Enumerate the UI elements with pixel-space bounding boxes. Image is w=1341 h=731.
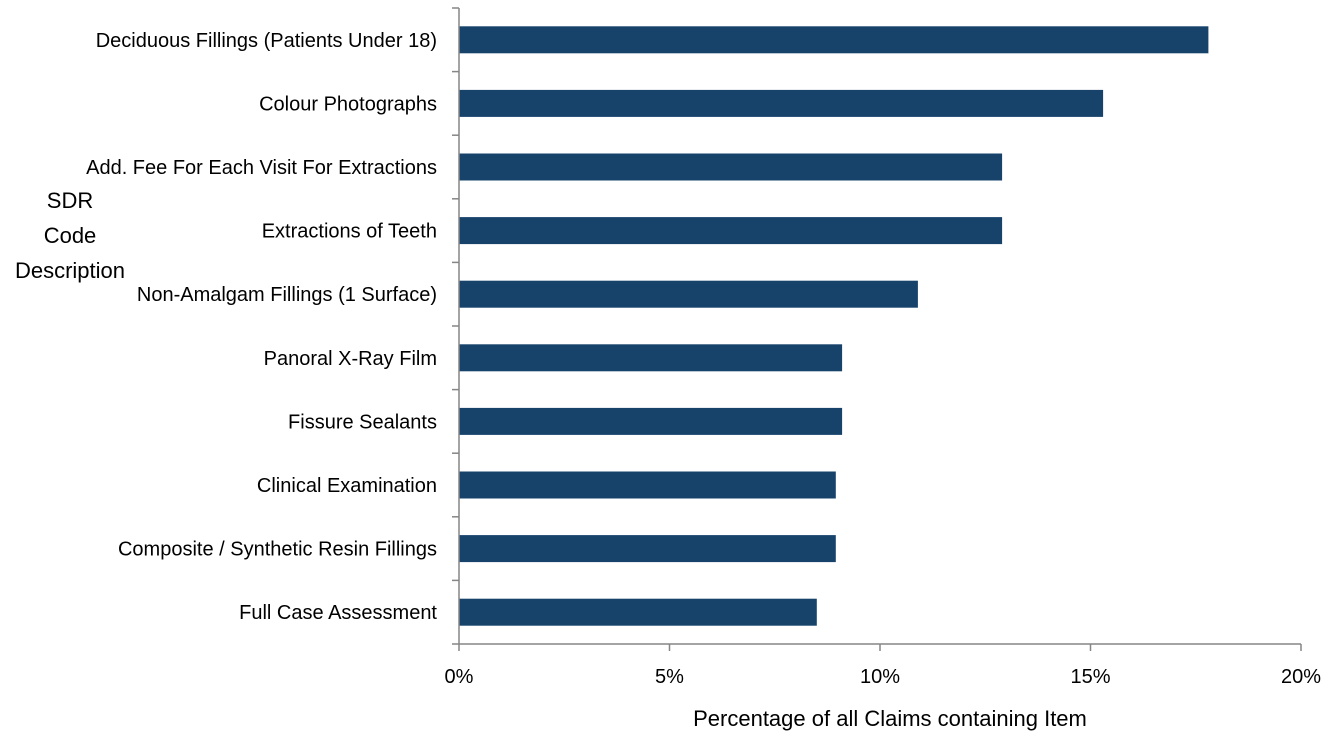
bar [459,471,836,499]
y-axis-title: SDR Code Description [15,188,125,283]
category-label: Fissure Sealants [288,411,437,433]
category-label: Non-Amalgam Fillings (1 Surface) [137,284,437,306]
category-label: Colour Photographs [259,93,437,115]
x-tick-label: 15% [1070,666,1110,688]
bars-group [459,26,1209,626]
x-tick-label: 10% [860,666,900,688]
y-axis-title-line: Code [44,223,97,248]
x-tick-label: 20% [1281,666,1321,688]
bar [459,280,918,308]
y-axis-title-line: Description [15,258,125,283]
bar [459,153,1003,181]
category-labels: Deciduous Fillings (Patients Under 18) Co… [86,30,437,624]
y-axis [452,7,460,645]
bar [459,535,836,563]
y-axis-title-line: SDR [47,188,93,213]
x-tick-label: 0% [445,666,474,688]
x-axis-title: Percentage of all Claims containing Item [693,706,1087,731]
x-axis [458,643,1302,651]
bar [459,598,817,626]
category-label: Extractions of Teeth [262,221,437,243]
category-label: Panoral X-Ray Film [264,348,437,370]
category-label: Add. Fee For Each Visit For Extractions [86,157,437,179]
bar [459,26,1209,54]
x-tick-label: 5% [655,666,684,688]
category-label: Deciduous Fillings (Patients Under 18) [96,30,437,52]
bar [459,217,1003,245]
bar [459,407,843,435]
bar [459,89,1104,117]
category-label: Clinical Examination [257,475,437,497]
category-label: Composite / Synthetic Resin Fillings [118,539,437,561]
x-tick-labels: 0% 5% 10% 15% 20% [445,666,1322,688]
bar [459,344,843,372]
category-label: Full Case Assessment [239,602,437,624]
